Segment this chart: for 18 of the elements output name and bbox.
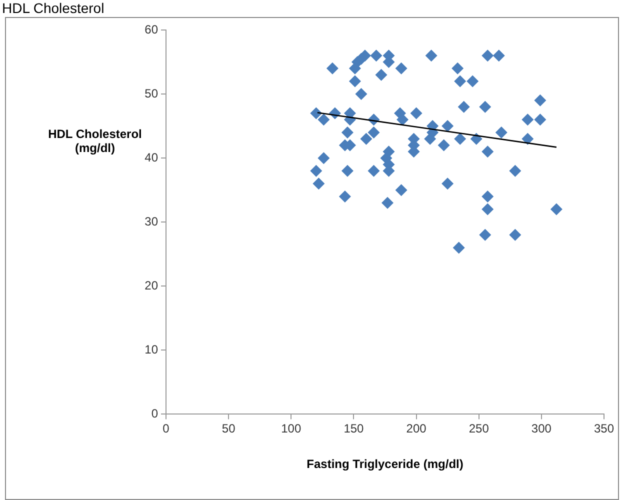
text: HDL Cholesterol — [2, 0, 104, 16]
y-tick-label: 0 — [151, 406, 158, 421]
y-tick-label: 60 — [144, 22, 158, 36]
y-axis-title: HDL Cholesterol (mg/dl) — [48, 127, 142, 155]
y-tick-label: 30 — [144, 214, 158, 228]
y-tick-label: 20 — [144, 278, 158, 292]
x-axis-title: Fasting Triglyceride (mg/dl) — [306, 457, 464, 472]
x-tick-label: 50 — [222, 422, 236, 436]
x-tick-label: 350 — [594, 422, 614, 436]
x-tick-label: 300 — [531, 422, 552, 436]
x-tick-label: 0 — [162, 422, 170, 436]
x-tick-label: 150 — [344, 422, 364, 436]
x-tick-label: 100 — [281, 422, 302, 436]
x-tick-label: 200 — [406, 422, 427, 436]
y-tick-label: 40 — [144, 150, 158, 164]
y-tick-label: 50 — [144, 86, 158, 100]
y-tick-label: 10 — [144, 342, 158, 356]
x-tick-label: 250 — [468, 422, 490, 436]
